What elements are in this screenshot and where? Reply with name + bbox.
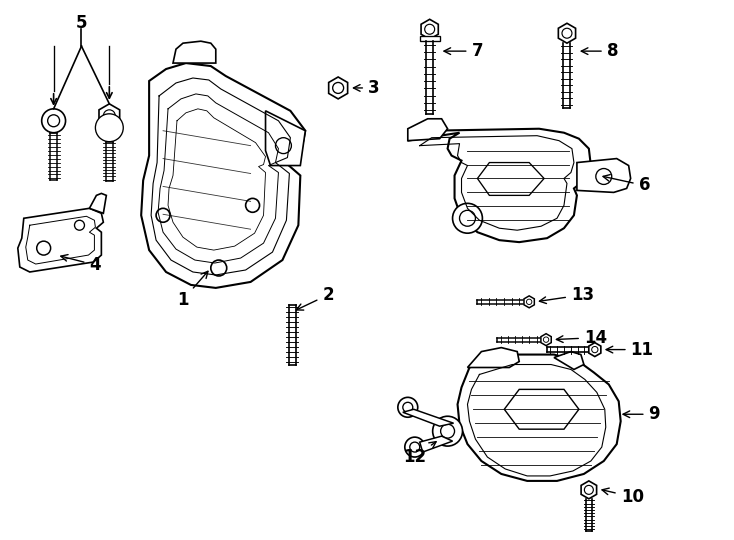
Polygon shape: [141, 63, 305, 288]
Circle shape: [75, 220, 84, 230]
Polygon shape: [457, 355, 621, 481]
Polygon shape: [403, 409, 454, 426]
Polygon shape: [559, 23, 575, 43]
Circle shape: [453, 204, 482, 233]
Text: 6: 6: [603, 174, 650, 194]
Circle shape: [432, 416, 462, 446]
Circle shape: [405, 437, 425, 457]
Polygon shape: [541, 334, 551, 346]
Text: 10: 10: [602, 488, 644, 506]
Text: 5: 5: [76, 14, 87, 32]
Polygon shape: [420, 436, 453, 452]
Circle shape: [246, 198, 260, 212]
Text: 9: 9: [623, 405, 660, 423]
Text: 13: 13: [539, 286, 594, 304]
Polygon shape: [477, 163, 544, 195]
Text: 3: 3: [354, 79, 379, 97]
Circle shape: [156, 208, 170, 222]
Text: 11: 11: [606, 341, 654, 359]
Text: 14: 14: [556, 329, 607, 347]
Circle shape: [37, 241, 51, 255]
Polygon shape: [173, 41, 216, 63]
Polygon shape: [90, 193, 106, 213]
Polygon shape: [554, 352, 584, 369]
Circle shape: [42, 109, 65, 133]
Circle shape: [95, 114, 123, 141]
Polygon shape: [581, 481, 597, 499]
Polygon shape: [589, 342, 601, 356]
Text: 7: 7: [444, 42, 483, 60]
Polygon shape: [524, 296, 534, 308]
Polygon shape: [408, 129, 591, 242]
Polygon shape: [266, 111, 305, 166]
Polygon shape: [504, 389, 579, 429]
Text: 2: 2: [297, 286, 334, 310]
Polygon shape: [468, 348, 519, 368]
Text: 1: 1: [177, 271, 208, 309]
Text: 12: 12: [403, 442, 436, 466]
Text: 8: 8: [581, 42, 618, 60]
Polygon shape: [99, 104, 120, 128]
Polygon shape: [329, 77, 348, 99]
Polygon shape: [18, 208, 103, 272]
Circle shape: [398, 397, 418, 417]
Circle shape: [211, 260, 227, 276]
Bar: [420, 36, 440, 41]
Polygon shape: [577, 159, 631, 192]
Text: 4: 4: [61, 254, 101, 274]
Polygon shape: [408, 119, 448, 140]
Polygon shape: [421, 19, 438, 39]
